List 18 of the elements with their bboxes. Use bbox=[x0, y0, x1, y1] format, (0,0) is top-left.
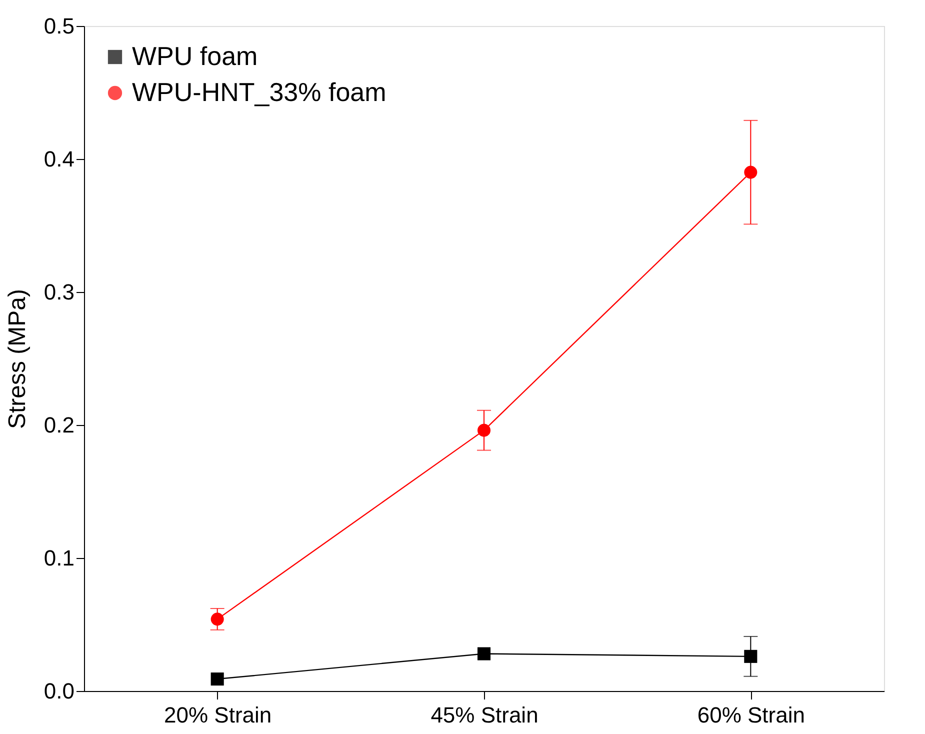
legend-label: WPU-HNT_33% foam bbox=[132, 77, 386, 107]
y-axis-title: Stress (MPa) bbox=[4, 288, 31, 430]
y-tick-label: 0.3 bbox=[44, 280, 74, 304]
x-tick-label: 20% Strain bbox=[164, 702, 272, 728]
point bbox=[744, 166, 758, 179]
y-tick-label: 0.0 bbox=[44, 678, 74, 704]
point bbox=[210, 612, 224, 626]
y-tick-label: 0.5 bbox=[44, 14, 74, 38]
y-tick-label: 0.1 bbox=[44, 546, 74, 570]
point bbox=[477, 424, 491, 437]
point bbox=[744, 650, 758, 663]
x-tick-label: 60% Strain bbox=[697, 702, 805, 728]
y-tick-label: 0.2 bbox=[44, 412, 74, 438]
point bbox=[210, 672, 224, 686]
point bbox=[477, 647, 491, 660]
y-tick-label: 0.4 bbox=[44, 146, 74, 172]
legend-label: WPU foam bbox=[132, 41, 258, 71]
x-tick-label: 45% Strain bbox=[430, 702, 538, 728]
